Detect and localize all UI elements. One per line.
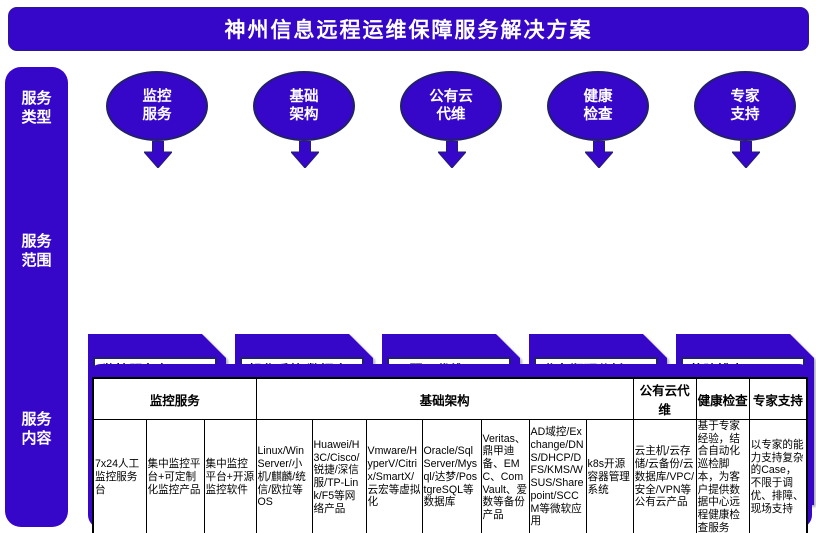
sidebar-label-line: 服务 [21, 411, 52, 428]
table-cell: 以专家的能力支持复杂的Case，不限于调优、排障、现场支持 [748, 419, 808, 533]
bubble-label-line: 监控 [142, 89, 172, 105]
table-header-cell: 公有云代维 [632, 377, 697, 420]
bubble-label-line: 服务 [142, 107, 172, 123]
service-type-bubble-infrastructure: 基础 架构 [253, 71, 355, 141]
table-cell: Oracle/SqlServer/Mysql/达梦/PostgreSQL等数据库 [421, 419, 482, 533]
bubble-label-line: 健康 [583, 89, 613, 105]
table-cell: 集中监控平台+开源监控软件 [203, 419, 257, 533]
table-header-cell: 健康检查 [695, 377, 750, 420]
service-type-bubble-expert-support: 专家 支持 [694, 71, 796, 141]
table-cell: Vmware/HyperV/Citrix/SmartX/云宏等虚拟化 [365, 419, 423, 533]
table-header-cell: 监控服务 [92, 377, 257, 420]
sidebar-label-line: 内容 [21, 430, 52, 447]
table-body-row: 7x24人工监控服务台 集中监控平台+可定制化监控产品 集中监控平台+开源监控软… [92, 419, 808, 533]
down-arrow-icon [291, 141, 319, 168]
table-cell: Veritas、鼎甲迪备、EMC、ComVault、爱数等备份产品 [480, 419, 530, 533]
service-content-table: 监控服务 基础架构 公有云代维 健康检查 专家支持 7x24人工监控服务台 集中… [92, 377, 809, 533]
sidebar-label-service-type: 服务 类型 [5, 89, 68, 127]
scope-column-infrastructure: 操作系统/数据库 网络/虚拟化 备份/存储 微软应用/容器 [235, 167, 373, 338]
table-header-cell: 基础架构 [255, 377, 634, 420]
table-cell: 7x24人工监控服务台 [92, 419, 147, 533]
down-arrow-icon [585, 141, 613, 168]
bubble-label-line: 代维 [436, 107, 466, 123]
bubble-label-line: 支持 [730, 107, 760, 123]
left-rail: 服务 类型 服务 范围 服务 内容 [5, 67, 68, 527]
sidebar-label-line: 服务 [21, 233, 52, 250]
bubble-label-line: 公有云 [429, 89, 473, 105]
sidebar-label-service-content: 服务 内容 [5, 410, 68, 448]
scope-column-public-cloud: 天翼云代维 阿里云代维 华为云代维 Azure/AWS等 [382, 167, 520, 338]
down-arrow-icon [732, 141, 760, 168]
table-header-row: 监控服务 基础架构 公有云代维 健康检查 专家支持 [92, 377, 808, 420]
table-cell: Linux/WinServer/小机/麒麟/统信/欧拉等OS [255, 419, 313, 533]
scope-column-monitoring: 监控服务台 可定制监控工具 开源监控软件 工单系统联动 [88, 167, 226, 338]
bubble-label-line: 专家 [730, 89, 760, 105]
page-title-banner: 神州信息远程运维保障服务解决方案 [8, 7, 809, 51]
down-arrow-icon [438, 141, 466, 168]
sidebar-label-line: 范围 [21, 252, 52, 269]
bubble-label-line: 架构 [289, 107, 319, 123]
table-cell: AD域控/Exchange/DNS/DHCP/DFS/KMS/WSUS/Shar… [528, 419, 587, 533]
page-title: 神州信息远程运维保障服务解决方案 [224, 19, 593, 42]
table-cell: Huawei/H3C/Cisco/锐捷/深信服/TP-Link/F5等网络产品 [311, 419, 367, 533]
down-arrow-icon [144, 141, 172, 168]
bubble-label-line: 检查 [583, 107, 613, 123]
service-type-bubble-public-cloud: 公有云 代维 [400, 71, 502, 141]
service-content-panel: 监控服务 基础架构 公有云代维 健康检查 专家支持 7x24人工监控服务台 集中… [88, 364, 812, 533]
bubble-label-line: 基础 [289, 89, 319, 105]
table-header-cell: 专家支持 [748, 377, 808, 420]
table-cell: 云主机/云存储/云备份/云数据库/VPC/安全/VPN等公有云产品 [632, 419, 697, 533]
table-cell: k8s开源容器管理系统 [585, 419, 634, 533]
table-cell: 集中监控平台+可定制化监控产品 [145, 419, 205, 533]
service-type-bubble-monitoring: 监控 服务 [106, 71, 208, 141]
table-cell: 基于专家经验，结合自动化巡检脚本，为客户提供数据中心远程健康检查服务 [695, 419, 750, 533]
sidebar-label-service-scope: 服务 范围 [5, 232, 68, 270]
scope-column-expert-support: 故障排查 性能调优 根因分析 专业解决方案 [676, 167, 814, 338]
sidebar-label-line: 类型 [21, 109, 52, 126]
service-type-bubble-health-check: 健康 检查 [547, 71, 649, 141]
scope-column-health-check: 业务瓶颈分析 专家深度检查 自动化巡检 深度检查报告 [529, 167, 667, 338]
sidebar-label-line: 服务 [21, 90, 52, 107]
